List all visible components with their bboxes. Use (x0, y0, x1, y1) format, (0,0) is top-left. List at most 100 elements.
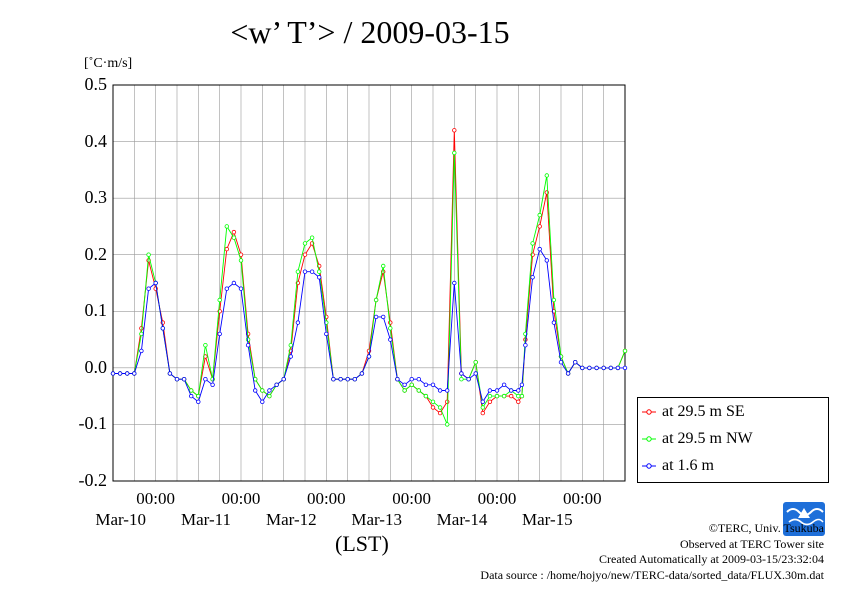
y-tick-label: 0.3 (84, 187, 108, 208)
data-point (345, 377, 350, 382)
data-point (238, 258, 244, 263)
footer-credits: ©TERC, Univ. Tsukuba Observed at TERC To… (480, 521, 824, 583)
data-point (245, 343, 251, 348)
grid-lines (112, 84, 626, 482)
data-point (516, 399, 521, 404)
data-point (437, 388, 443, 393)
data-point (359, 371, 365, 376)
data-point (188, 388, 194, 393)
data-point (544, 173, 549, 178)
data-point (622, 348, 628, 354)
data-point (580, 365, 585, 371)
data-point (231, 280, 237, 286)
data-point (238, 286, 244, 291)
data-point (252, 388, 258, 393)
data-point (139, 348, 144, 354)
data-point (416, 377, 421, 382)
data-point (231, 235, 237, 240)
plot-frame (112, 84, 626, 482)
data-point (409, 382, 414, 387)
data-point (366, 354, 372, 359)
series-layer (110, 128, 628, 427)
data-point (423, 382, 429, 387)
x-tick-date: Mar-10 (95, 510, 146, 529)
data-point (459, 371, 464, 376)
data-point (445, 388, 450, 393)
x-tick-time: 00:00 (392, 489, 432, 508)
data-point (132, 371, 137, 376)
data-point (501, 393, 507, 399)
data-point (608, 365, 613, 371)
data-point (174, 377, 180, 382)
legend-item-nw: at 29.5 m NW (642, 427, 753, 451)
data-point (452, 128, 457, 133)
data-point (217, 297, 222, 303)
terc-logo-icon (783, 502, 825, 536)
data-point (416, 388, 421, 393)
data-point (324, 331, 329, 337)
data-point (494, 388, 500, 393)
data-point (188, 393, 194, 399)
chart-title: <w’ T’> / 2009-03-15 (230, 14, 510, 50)
data-point (224, 286, 229, 291)
x-tick-time: 00:00 (562, 489, 602, 508)
data-point (110, 371, 116, 376)
legend-marker-low (642, 463, 656, 469)
data-point (381, 263, 386, 269)
data-point (622, 365, 628, 371)
data-point (203, 377, 208, 382)
data-point (601, 365, 606, 371)
data-point (452, 280, 457, 286)
data-point (437, 410, 443, 416)
data-point (317, 275, 322, 280)
data-point (260, 388, 265, 393)
data-point (519, 382, 525, 387)
data-point (480, 410, 485, 416)
data-point (210, 382, 215, 387)
data-point (615, 365, 621, 371)
legend-marker-se (642, 409, 656, 415)
data-point (530, 241, 535, 246)
data-point (146, 286, 151, 291)
data-point (352, 377, 357, 382)
data-point (558, 360, 564, 365)
footer-created: Created Automatically at 2009-03-15/23:3… (599, 552, 824, 566)
data-point (373, 314, 379, 320)
data-point (388, 337, 393, 342)
data-point (217, 331, 222, 337)
data-point (466, 377, 471, 382)
data-point (459, 377, 464, 382)
data-point (117, 371, 123, 376)
data-point (309, 269, 315, 274)
data-point (445, 399, 450, 404)
data-point (473, 360, 478, 365)
data-point (537, 212, 542, 218)
x-tick-date: Mar-14 (436, 510, 488, 529)
data-point (267, 393, 272, 399)
data-point (487, 399, 493, 404)
data-point (281, 377, 286, 382)
data-point (402, 388, 407, 393)
series-line-2 (113, 247, 625, 403)
data-point (509, 388, 514, 393)
data-point (409, 377, 414, 382)
y-tick-label: 0.5 (84, 74, 108, 94)
data-point (587, 365, 592, 371)
data-point (124, 371, 130, 376)
data-point (302, 241, 308, 246)
x-tick-time: 00:00 (221, 489, 261, 508)
data-point (196, 399, 201, 404)
data-point (480, 405, 485, 410)
footer-source: Data source : /home/hojyo/new/TERC-data/… (480, 567, 824, 582)
data-point (274, 382, 279, 387)
data-point (437, 405, 443, 410)
data-point (423, 393, 429, 399)
data-point (203, 343, 208, 348)
legend-item-se: at 29.5 m SE (642, 400, 745, 424)
data-point (430, 399, 436, 404)
y-tick-label: 0.1 (84, 300, 108, 321)
data-point (551, 297, 557, 303)
y-tick-label: 0.0 (84, 356, 108, 377)
data-point (430, 405, 436, 410)
data-point (338, 377, 343, 382)
